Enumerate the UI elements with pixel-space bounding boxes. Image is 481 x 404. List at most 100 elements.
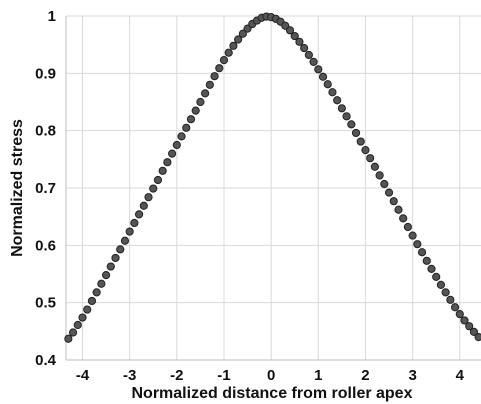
data-point [290, 31, 299, 41]
data-point [87, 296, 97, 306]
data-point [219, 56, 229, 65]
data-point [318, 72, 328, 81]
data-point [78, 313, 87, 322]
data-point [384, 188, 394, 197]
x-tick-label: 2 [361, 367, 369, 384]
data-point [191, 106, 200, 115]
data-point [224, 48, 233, 57]
data-point [285, 26, 295, 35]
data-point [394, 205, 403, 214]
data-point [370, 162, 379, 171]
y-tick-label: 1 [48, 8, 56, 25]
data-point [304, 50, 313, 60]
data-point [186, 115, 196, 124]
data-point [234, 35, 243, 44]
data-point [432, 272, 441, 281]
data-point [446, 295, 455, 304]
data-point [168, 149, 177, 158]
data-point [182, 123, 191, 132]
x-axis-ticks: -4 -3 -2 -1 0 1 2 3 4 [76, 367, 465, 384]
data-point [309, 57, 318, 66]
y-tick-label: 0.4 [35, 352, 57, 369]
data-point [460, 316, 469, 325]
x-tick-label: 3 [408, 367, 416, 384]
data-point [389, 197, 398, 206]
data-point [413, 240, 422, 249]
data-point [408, 231, 417, 240]
data-point [375, 171, 384, 180]
data-point [111, 253, 120, 263]
x-tick-label: 4 [456, 367, 465, 384]
data-point [210, 72, 219, 81]
data-point [417, 248, 427, 257]
y-tick-label: 0.9 [35, 65, 56, 82]
data-point [450, 303, 460, 312]
data-point [474, 332, 481, 342]
data-point [177, 132, 186, 141]
data-point [314, 65, 323, 74]
data-point [172, 140, 181, 150]
x-tick-label: 1 [314, 367, 322, 384]
data-point [351, 128, 361, 138]
data-point [64, 334, 73, 343]
data-point [116, 245, 125, 254]
x-tick-label: -2 [170, 367, 183, 384]
x-tick-label: -4 [76, 367, 90, 384]
data-point [134, 210, 144, 219]
data-point [328, 88, 337, 97]
data-point [356, 137, 365, 146]
data-point [238, 29, 247, 38]
data-point [101, 271, 111, 280]
data-point [323, 80, 332, 89]
x-tick-label: 0 [267, 367, 275, 384]
data-point [215, 64, 224, 73]
y-tick-label: 0.5 [35, 295, 56, 312]
data-point [399, 214, 408, 223]
data-point [97, 279, 106, 288]
data-point [130, 218, 139, 228]
y-axis-label: Normalized stress [9, 119, 26, 257]
data-point [465, 322, 474, 331]
data-point [158, 166, 167, 175]
y-tick-label: 0.7 [35, 180, 56, 197]
data-point [300, 44, 309, 53]
y-axis-ticks: 0.4 0.5 0.6 0.7 0.8 0.9 1 [35, 8, 57, 369]
data-point [68, 328, 78, 337]
data-point [73, 320, 82, 330]
axes [65, 16, 481, 361]
data-point [295, 37, 304, 46]
data-point [380, 179, 389, 189]
y-tick-label: 0.6 [35, 237, 56, 254]
data-point [347, 120, 356, 129]
data-point [83, 305, 92, 314]
data-point [196, 97, 205, 107]
data-point [139, 201, 148, 210]
data-point [106, 262, 115, 271]
data-point [361, 146, 370, 155]
x-tick-label: -1 [217, 367, 230, 384]
data-point [163, 158, 172, 167]
data-point [149, 184, 158, 193]
data-points [64, 12, 481, 343]
data-point [201, 89, 210, 98]
data-point [403, 222, 413, 232]
data-point [229, 41, 238, 50]
x-axis-label: Normalized distance from roller apex [132, 385, 413, 402]
data-point [120, 236, 130, 245]
data-point [125, 227, 134, 236]
data-point [427, 264, 436, 273]
data-point [436, 280, 446, 289]
data-point [205, 80, 214, 89]
data-point [337, 104, 346, 113]
data-point [92, 288, 101, 297]
grid [66, 15, 481, 361]
data-point [153, 175, 163, 185]
data-point [366, 154, 375, 163]
data-point [422, 256, 431, 265]
x-tick-label: -3 [123, 367, 136, 384]
data-point [144, 193, 153, 202]
data-point [333, 96, 342, 105]
y-tick-label: 0.8 [35, 123, 56, 140]
data-point [342, 112, 351, 121]
